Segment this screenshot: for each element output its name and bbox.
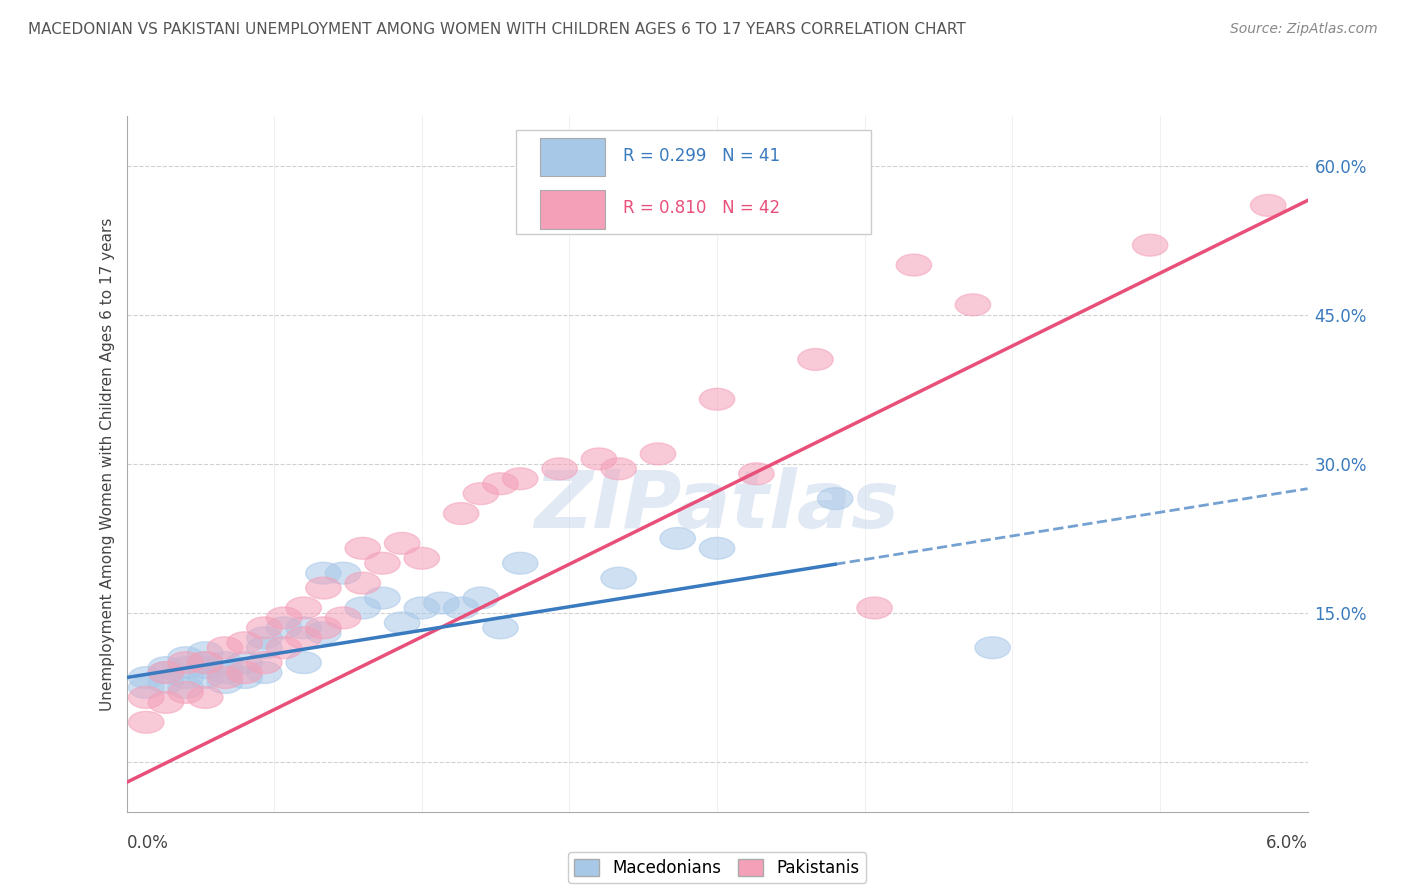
Ellipse shape: [187, 666, 224, 689]
Ellipse shape: [738, 463, 775, 484]
Ellipse shape: [207, 662, 243, 683]
Ellipse shape: [463, 587, 499, 609]
Ellipse shape: [187, 687, 224, 708]
Ellipse shape: [364, 587, 401, 609]
Ellipse shape: [344, 537, 381, 559]
Ellipse shape: [226, 666, 263, 689]
Ellipse shape: [167, 647, 204, 669]
Ellipse shape: [344, 597, 381, 619]
Ellipse shape: [482, 473, 519, 495]
Ellipse shape: [148, 662, 184, 683]
Ellipse shape: [187, 652, 224, 673]
Y-axis label: Unemployment Among Women with Children Ages 6 to 17 years: Unemployment Among Women with Children A…: [100, 217, 115, 711]
Ellipse shape: [955, 293, 991, 316]
Ellipse shape: [187, 657, 224, 679]
Ellipse shape: [266, 617, 302, 639]
Ellipse shape: [364, 552, 401, 574]
Ellipse shape: [167, 666, 204, 689]
Ellipse shape: [187, 652, 224, 673]
Ellipse shape: [226, 652, 263, 673]
Text: R = 0.299   N = 41: R = 0.299 N = 41: [623, 146, 780, 165]
Ellipse shape: [246, 652, 283, 673]
Ellipse shape: [541, 458, 578, 480]
Ellipse shape: [1250, 194, 1286, 217]
Ellipse shape: [482, 617, 519, 639]
Ellipse shape: [305, 617, 342, 639]
Ellipse shape: [148, 662, 184, 683]
Text: MACEDONIAN VS PAKISTANI UNEMPLOYMENT AMONG WOMEN WITH CHILDREN AGES 6 TO 17 YEAR: MACEDONIAN VS PAKISTANI UNEMPLOYMENT AMO…: [28, 22, 966, 37]
Ellipse shape: [640, 443, 676, 465]
Ellipse shape: [167, 681, 204, 704]
Ellipse shape: [207, 637, 243, 658]
Legend: Macedonians, Pakistanis: Macedonians, Pakistanis: [568, 852, 866, 883]
Ellipse shape: [246, 627, 283, 648]
Ellipse shape: [443, 597, 479, 619]
FancyBboxPatch shape: [516, 130, 870, 235]
Ellipse shape: [502, 467, 538, 490]
Ellipse shape: [1132, 235, 1168, 256]
Ellipse shape: [384, 612, 420, 634]
Ellipse shape: [285, 597, 322, 619]
Ellipse shape: [187, 641, 224, 664]
Ellipse shape: [699, 388, 735, 410]
Ellipse shape: [423, 592, 460, 614]
Text: R = 0.810   N = 42: R = 0.810 N = 42: [623, 199, 780, 217]
Ellipse shape: [581, 448, 617, 470]
Ellipse shape: [404, 548, 440, 569]
Ellipse shape: [600, 458, 637, 480]
Ellipse shape: [305, 577, 342, 599]
Ellipse shape: [246, 662, 283, 683]
Ellipse shape: [502, 552, 538, 574]
Ellipse shape: [856, 597, 893, 619]
Text: ZIPatlas: ZIPatlas: [534, 467, 900, 545]
Ellipse shape: [384, 533, 420, 554]
Ellipse shape: [266, 637, 302, 658]
Ellipse shape: [285, 652, 322, 673]
Ellipse shape: [817, 488, 853, 509]
Ellipse shape: [344, 572, 381, 594]
Ellipse shape: [305, 622, 342, 644]
Ellipse shape: [659, 527, 696, 549]
Ellipse shape: [226, 632, 263, 654]
Ellipse shape: [797, 349, 834, 370]
Ellipse shape: [285, 617, 322, 639]
Ellipse shape: [128, 666, 165, 689]
Ellipse shape: [600, 567, 637, 589]
Ellipse shape: [325, 562, 361, 584]
Ellipse shape: [699, 537, 735, 559]
Ellipse shape: [404, 597, 440, 619]
Ellipse shape: [167, 652, 204, 673]
Ellipse shape: [207, 652, 243, 673]
Text: 0.0%: 0.0%: [127, 834, 169, 852]
Ellipse shape: [207, 666, 243, 689]
Ellipse shape: [896, 254, 932, 276]
Ellipse shape: [148, 691, 184, 714]
Ellipse shape: [325, 607, 361, 629]
Text: Source: ZipAtlas.com: Source: ZipAtlas.com: [1230, 22, 1378, 37]
Ellipse shape: [226, 662, 263, 683]
FancyBboxPatch shape: [540, 190, 605, 228]
Ellipse shape: [285, 627, 322, 648]
FancyBboxPatch shape: [540, 138, 605, 177]
Text: 6.0%: 6.0%: [1265, 834, 1308, 852]
Ellipse shape: [167, 676, 204, 698]
Ellipse shape: [128, 711, 165, 733]
Ellipse shape: [246, 617, 283, 639]
Ellipse shape: [148, 672, 184, 693]
Ellipse shape: [463, 483, 499, 505]
Ellipse shape: [207, 672, 243, 693]
Ellipse shape: [148, 657, 184, 679]
Ellipse shape: [128, 687, 165, 708]
Ellipse shape: [128, 676, 165, 698]
Ellipse shape: [443, 502, 479, 524]
Ellipse shape: [246, 637, 283, 658]
Ellipse shape: [974, 637, 1011, 658]
Ellipse shape: [167, 657, 204, 679]
Ellipse shape: [305, 562, 342, 584]
Ellipse shape: [266, 607, 302, 629]
